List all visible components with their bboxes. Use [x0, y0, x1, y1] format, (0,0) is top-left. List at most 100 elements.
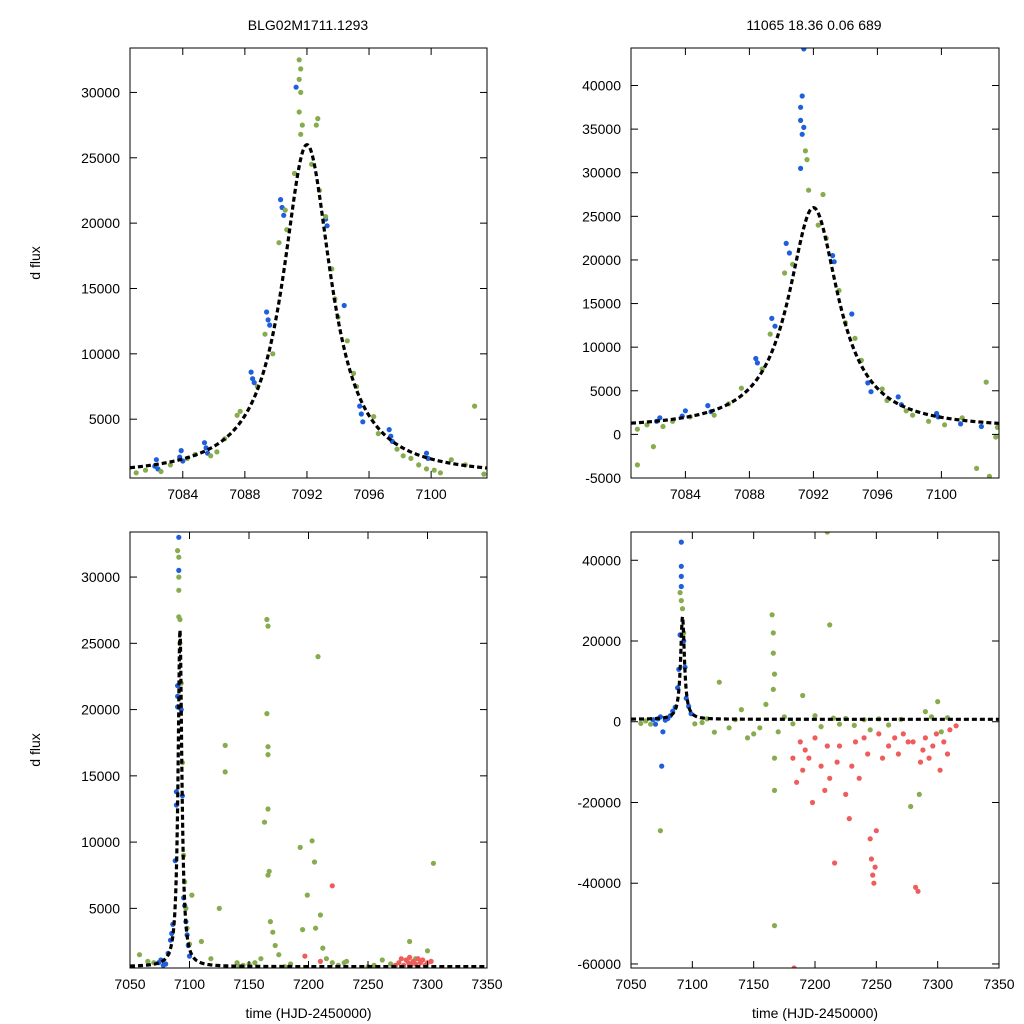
data-point-red — [809, 799, 816, 806]
data-point-red — [396, 960, 402, 966]
data-point-blue — [660, 729, 666, 735]
data-point-green — [145, 958, 151, 965]
data-point-green — [311, 859, 318, 865]
data-point-blue — [705, 403, 711, 409]
x-tick-label: 7092 — [291, 486, 322, 502]
data-point-green — [208, 453, 214, 459]
x-tick-label: 7200 — [293, 976, 324, 992]
y-tick-label: 5000 — [590, 383, 621, 399]
data-point-green — [344, 338, 350, 344]
x-tick-label: 7350 — [983, 976, 1014, 992]
data-point-green — [782, 270, 788, 276]
data-point-blue — [293, 84, 299, 90]
data-point-red — [910, 739, 916, 745]
data-point-red — [843, 791, 849, 798]
model-curve — [631, 616, 999, 721]
points-group — [634, 48, 999, 478]
data-point-red — [953, 723, 959, 729]
x-tick-label: 7200 — [799, 976, 830, 992]
data-point-blue — [652, 721, 659, 727]
data-point-green — [699, 719, 705, 726]
y-tick-label: 0 — [613, 426, 621, 442]
data-point-green — [264, 616, 270, 623]
data-point-green — [836, 721, 843, 727]
data-point-green — [142, 467, 149, 473]
data-point-blue — [250, 376, 256, 382]
data-point-green — [818, 724, 824, 730]
data-point-green — [297, 844, 303, 851]
data-point-red — [873, 828, 879, 834]
data-point-green — [423, 466, 430, 472]
data-point-green — [272, 942, 278, 949]
data-point-green — [638, 720, 644, 727]
x-tick-label: 7250 — [352, 976, 383, 992]
data-point-red — [428, 958, 434, 965]
data-point-green — [938, 729, 944, 735]
data-point-red — [797, 739, 803, 745]
y-tick-label: 25000 — [81, 150, 120, 166]
data-point-blue — [357, 403, 363, 409]
model-curve — [130, 143, 487, 470]
data-point-red — [794, 779, 800, 785]
y-tick-label: 10000 — [81, 346, 120, 362]
data-point-green — [650, 444, 657, 450]
data-point-blue — [264, 309, 270, 315]
data-point-green — [344, 958, 350, 965]
data-point-red — [920, 747, 926, 753]
data-point-green — [643, 718, 649, 724]
data-point-red — [895, 751, 902, 757]
data-point-blue — [783, 240, 789, 246]
panel-bottom-left: 7050 7100 7150 7200 7250 7300 7350 5000 10000 150… — [27, 531, 503, 1021]
data-point-green — [299, 122, 305, 128]
data-point-red — [913, 884, 919, 890]
data-point-green — [313, 925, 319, 931]
x-tick-label: 7100 — [677, 976, 708, 992]
data-point-green — [851, 722, 857, 729]
data-point-blue — [772, 323, 778, 329]
data-point-green — [323, 214, 329, 220]
data-point-green — [136, 952, 143, 958]
data-point-blue — [868, 389, 874, 395]
data-point-green — [329, 960, 335, 966]
data-point-green — [424, 948, 431, 954]
data-point-green — [820, 191, 826, 198]
data-point-green — [660, 423, 666, 430]
data-point-green — [317, 912, 323, 918]
data-point-green — [313, 122, 319, 128]
data-point-blue — [958, 421, 964, 427]
data-point-green — [922, 709, 929, 715]
data-point-green — [751, 731, 757, 737]
x-tick-label: 7084 — [167, 486, 198, 502]
data-point-green — [677, 590, 683, 596]
data-point-green — [234, 412, 240, 418]
data-point-green — [993, 434, 999, 440]
data-point-green — [234, 960, 240, 966]
data-point-blue — [678, 583, 684, 590]
left-title: BLG02M1711.1293 — [248, 17, 369, 33]
data-point-red — [941, 739, 947, 745]
data-point-red — [879, 755, 886, 761]
x-tick-label: 7084 — [670, 486, 701, 502]
plot-frame — [630, 47, 1000, 479]
data-point-green — [738, 385, 745, 391]
data-point-blue — [265, 317, 271, 323]
plot-frame — [129, 531, 488, 969]
data-point-blue — [799, 131, 805, 137]
data-point-blue — [178, 448, 184, 454]
data-point-blue — [830, 253, 836, 259]
panel-top-left: 7084 7088 7092 7096 7100 5000 10000 15000 20000 2… — [27, 47, 488, 502]
data-point-red — [915, 888, 921, 894]
data-point-green — [375, 431, 381, 437]
data-point-green — [270, 929, 276, 935]
data-point-green — [771, 787, 778, 794]
data-point-green — [158, 468, 164, 475]
data-point-blue — [163, 961, 169, 967]
plot-frame — [630, 531, 1000, 969]
data-point-red — [861, 735, 867, 741]
data-point-blue — [849, 311, 855, 317]
data-point-red — [867, 836, 873, 842]
data-point-green — [309, 838, 315, 844]
data-point-green — [634, 426, 641, 432]
data-point-green — [320, 945, 326, 951]
data-point-red — [818, 763, 824, 769]
